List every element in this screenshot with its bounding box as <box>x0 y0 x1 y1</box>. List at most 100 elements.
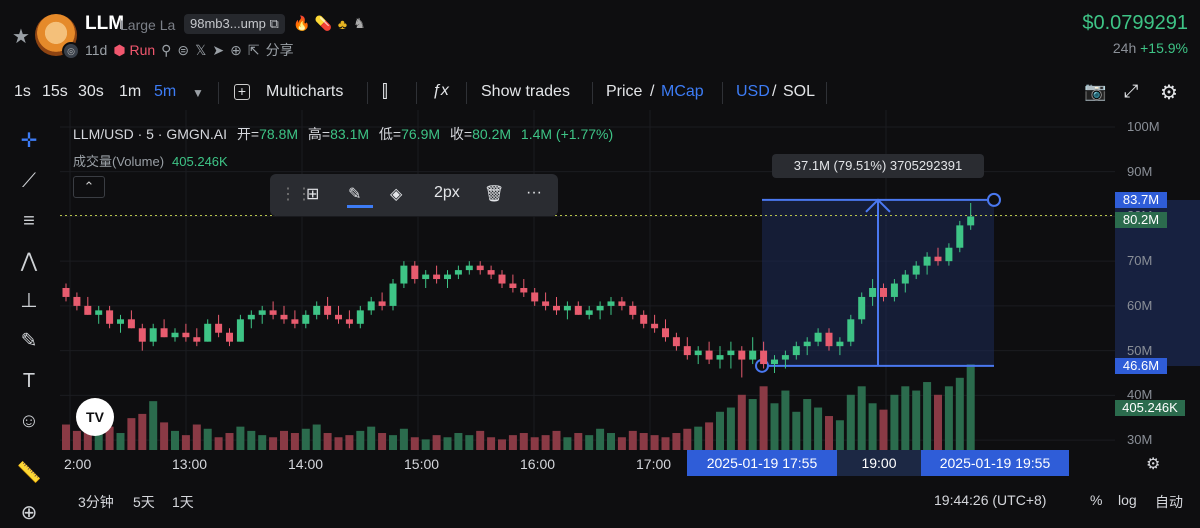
telegram-icon[interactable]: ➤ <box>212 41 225 58</box>
change-value-legend: 1.4M (+1.77%) <box>520 126 614 142</box>
add-chart-icon[interactable]: + <box>234 84 250 100</box>
price-tag-current: 80.2M <box>1115 211 1167 228</box>
line-width-label[interactable]: 2px <box>434 184 460 201</box>
price-toggle[interactable]: Price <box>606 83 643 100</box>
interval-30s[interactable]: 30s <box>78 83 104 100</box>
candle-body <box>542 301 550 306</box>
volume-bar <box>596 428 605 450</box>
website-icon[interactable]: ⊜ <box>177 41 190 58</box>
camera-icon[interactable]: 📷 <box>1084 81 1107 101</box>
price-axis[interactable]: 100M90M80M70M60M50M40M30M83.7M80.2M46.6M… <box>1115 110 1200 450</box>
clock[interactable]: 19:44:26 (UTC+8) <box>934 492 1047 508</box>
volume-bar <box>585 435 594 450</box>
text-tool-icon[interactable]: T <box>22 370 36 392</box>
volume-bar <box>214 437 223 450</box>
volume-bar <box>519 433 528 450</box>
candle-body <box>727 350 735 356</box>
candle-body <box>73 296 81 306</box>
x-icon[interactable]: 𝕏 <box>195 41 207 58</box>
usd-toggle[interactable]: USD <box>736 83 770 100</box>
time-range-start: 2025-01-19 17:55 <box>687 450 837 476</box>
time-axis[interactable]: 2:00 13:00 14:00 15:00 16:00 17:00 2025-… <box>60 450 1160 476</box>
fill-color-icon[interactable]: ◈ <box>390 186 403 203</box>
candle-body <box>738 350 746 360</box>
contract-address[interactable]: 98mb3...ump ⧉ <box>184 14 285 34</box>
price-mcap-slash: / <box>650 83 655 100</box>
candle-body <box>640 314 648 324</box>
volume-bar <box>628 430 637 450</box>
candle-body <box>585 310 593 315</box>
share-icon[interactable]: ⇱ <box>247 41 260 58</box>
globe-icon[interactable]: ⊕ <box>230 41 242 58</box>
sol-toggle[interactable]: SOL <box>783 83 816 100</box>
candle-body <box>422 274 430 280</box>
favorite-star-icon[interactable]: ★ <box>12 26 30 48</box>
range-3min[interactable]: 3分钟 <box>78 494 114 510</box>
volume-bar <box>792 411 801 450</box>
trend-line-icon[interactable]: ⟋ <box>22 170 36 192</box>
volume-bar <box>203 428 212 450</box>
collapse-legend-button[interactable]: ⌃ <box>73 176 105 198</box>
candle-type-icon[interactable]: ⫿ <box>382 81 388 101</box>
range-1d[interactable]: 1天 <box>172 494 194 510</box>
drag-handle-icon[interactable]: ⋮⋮ <box>280 186 312 203</box>
line-color-icon[interactable]: ✎ <box>348 186 362 203</box>
share-label[interactable]: 分享 <box>265 42 294 58</box>
log-toggle[interactable]: log <box>1118 492 1137 508</box>
volume-bar <box>705 422 714 450</box>
ruler-icon[interactable]: 📏 <box>16 462 42 484</box>
percent-toggle[interactable]: % <box>1090 492 1103 508</box>
volume-bar <box>508 435 517 450</box>
candle-body <box>771 359 778 365</box>
emoji-icon[interactable]: ☺ <box>18 410 40 432</box>
fib-lines-icon[interactable]: ≡ <box>23 210 35 232</box>
price-axis-label: 70M <box>1127 253 1153 269</box>
fullscreen-icon[interactable]: ⤢ <box>1124 81 1139 101</box>
candle-body <box>792 346 800 356</box>
search-icon[interactable]: ⚲ <box>161 41 172 58</box>
axis-settings-icon[interactable]: ⚙ <box>1146 456 1161 473</box>
volume-bar <box>421 439 430 450</box>
candle-body <box>95 310 103 315</box>
delete-icon[interactable]: 🗑 <box>484 186 505 203</box>
volume-bar <box>290 433 299 450</box>
interval-5m[interactable]: 5m <box>154 83 177 100</box>
candle-body <box>433 274 441 280</box>
interval-dropdown-icon[interactable]: ▼ <box>192 86 204 100</box>
candle-body <box>531 292 539 302</box>
candle-body <box>803 341 811 347</box>
volume-bar <box>825 416 833 450</box>
mcap-toggle[interactable]: MCap <box>661 83 704 100</box>
multicharts-button[interactable]: Multicharts <box>266 83 344 100</box>
interval-1s[interactable]: 1s <box>14 83 31 100</box>
auto-toggle[interactable]: 自动 <box>1155 494 1183 510</box>
show-trades-button[interactable]: Show trades <box>481 83 570 100</box>
tradingview-logo[interactable]: TV <box>76 398 114 436</box>
settings-gear-icon[interactable]: ⚙ <box>1160 82 1178 104</box>
brush-icon[interactable]: ✎ <box>20 330 38 352</box>
volume-bar <box>62 424 70 450</box>
indicators-icon[interactable]: ƒx <box>432 82 449 99</box>
candle-body <box>302 314 310 324</box>
change-period: 24h <box>1112 40 1137 56</box>
candle-body <box>890 283 898 297</box>
interval-1m[interactable]: 1m <box>119 83 142 100</box>
candle-body <box>629 305 637 315</box>
template-icon[interactable]: ⊞ <box>306 186 320 203</box>
price-chart[interactable] <box>60 110 1115 450</box>
volume-bar <box>476 430 485 450</box>
measure-tool-icon[interactable]: ⊥ <box>20 290 38 312</box>
volume-bar <box>868 403 877 450</box>
interval-15s[interactable]: 15s <box>42 83 68 100</box>
pattern-icon[interactable]: ⋀ <box>20 250 38 272</box>
volume-value: 405.246K <box>172 154 228 169</box>
volume-bar <box>846 394 855 450</box>
more-icon[interactable]: ··· <box>526 184 542 201</box>
measure-arrow-head <box>865 198 891 213</box>
crosshair-icon[interactable]: ✛ <box>20 130 38 152</box>
copy-icon[interactable]: ⧉ <box>269 16 279 31</box>
range-5d[interactable]: 5天 <box>133 494 155 510</box>
change-value: +15.9% <box>1140 40 1188 56</box>
candle-body <box>705 350 713 360</box>
candle-body <box>247 314 255 320</box>
